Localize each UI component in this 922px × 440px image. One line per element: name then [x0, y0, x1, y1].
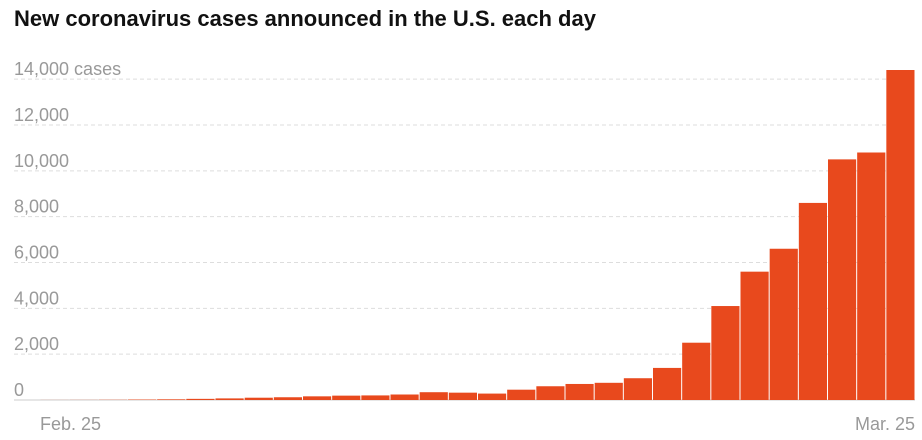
- bar: [565, 383, 594, 400]
- bar: [273, 397, 302, 400]
- bar: [478, 393, 507, 400]
- y-tick-label: 12,000: [14, 105, 69, 125]
- bar: [536, 386, 565, 400]
- y-tick-label: 2,000: [14, 334, 59, 354]
- y-tick-label: 8,000: [14, 197, 59, 217]
- x-tick-label: Mar. 25: [855, 414, 915, 434]
- bar: [653, 367, 682, 400]
- bar: [886, 70, 915, 400]
- bar: [798, 202, 827, 400]
- bar: [857, 152, 886, 400]
- bar: [507, 389, 536, 400]
- bar: [361, 395, 390, 400]
- bar: [623, 378, 652, 400]
- bar: [157, 399, 186, 400]
- bar: [711, 306, 740, 400]
- y-tick-label: 4,000: [14, 288, 59, 308]
- y-tick-label: 14,000 cases: [14, 59, 121, 79]
- bar: [303, 396, 332, 400]
- bar: [740, 271, 769, 400]
- bar: [244, 397, 273, 400]
- bar: [390, 394, 419, 400]
- bar: [215, 398, 244, 400]
- bar: [769, 248, 798, 400]
- y-tick-label: 0: [14, 380, 24, 400]
- bar: [682, 342, 711, 400]
- chart-title: New coronavirus cases announced in the U…: [14, 6, 597, 31]
- y-tick-label: 10,000: [14, 151, 69, 171]
- bar: [186, 398, 215, 400]
- bar: [594, 382, 623, 400]
- x-tick-label: Feb. 25: [40, 414, 101, 434]
- y-tick-label: 6,000: [14, 243, 59, 263]
- bar: [448, 392, 477, 400]
- bar: [419, 392, 448, 400]
- bar: [332, 395, 361, 400]
- bar: [828, 159, 857, 400]
